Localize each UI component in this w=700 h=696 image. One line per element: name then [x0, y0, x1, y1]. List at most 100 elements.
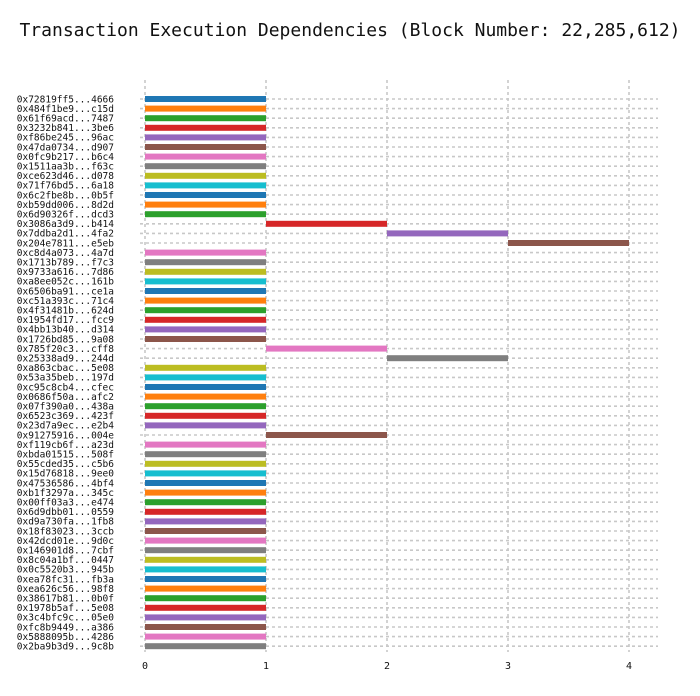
- y-tick-label: 0x18f83023...3ccb: [17, 526, 115, 537]
- y-tick-label: 0x1713b789...f7c3: [17, 258, 114, 269]
- transaction-bar: [145, 633, 266, 640]
- y-tick-label: 0x47536586...4bf4: [17, 478, 115, 489]
- y-tick-label: 0xce623d46...d078: [17, 171, 115, 182]
- transaction-bar: [145, 422, 266, 429]
- x-tick-label: 1: [263, 661, 269, 672]
- y-tick-label: 0x484f1be9...c15d: [17, 104, 114, 115]
- y-tick-label: 0xfc8b9449...a386: [17, 622, 115, 633]
- y-tick-label: 0xf119cb6f...a23d: [17, 440, 114, 451]
- y-tick-label: 0x204e7811...e5eb: [17, 238, 115, 249]
- transaction-bar: [145, 643, 266, 650]
- transaction-bar: [266, 432, 387, 438]
- transaction-bar: [145, 326, 266, 333]
- transaction-bar: [145, 403, 266, 410]
- transaction-bar: [145, 297, 266, 304]
- y-tick-label: 0x3086a3d9...b414: [17, 219, 115, 230]
- y-tick-label: 0x1511aa3b...f63c: [17, 162, 114, 173]
- transaction-bar: [145, 268, 266, 275]
- y-tick-label: 0x6506ba91...ce1a: [17, 286, 114, 297]
- transaction-bar: [145, 518, 266, 525]
- transaction-bar: [145, 451, 266, 458]
- transaction-bar: [145, 144, 266, 150]
- y-tick-label: 0x1726bd85...9a08: [17, 334, 115, 345]
- x-tick-label: 3: [505, 661, 511, 672]
- y-tick-label: 0x23d7a9ec...e2b4: [17, 421, 115, 432]
- transaction-bar: [145, 249, 266, 256]
- transaction-bar: [145, 307, 266, 314]
- x-tick-labels: 0 1 2 3 4: [142, 661, 632, 672]
- y-tick-label: 0x07f390a0...438a: [17, 402, 114, 413]
- x-tick-label: 0: [142, 661, 148, 672]
- y-tick-label: 0xc95c8cb4...cfec: [17, 382, 114, 393]
- transaction-bar: [145, 259, 266, 266]
- transaction-bar: [387, 230, 508, 237]
- y-tick-label: 0x0fc9b217...b6c4: [17, 152, 115, 163]
- y-tick-label: 0x3c4bfc9c...05e0: [17, 613, 115, 624]
- transaction-bar: [145, 576, 266, 582]
- transaction-bar: [145, 278, 266, 285]
- y-tick-label: 0x6523c369...423f: [17, 411, 114, 422]
- y-tick-label: 0x9733a616...7d86: [17, 267, 115, 278]
- x-tick-label: 4: [626, 661, 632, 672]
- transaction-bar: [145, 374, 266, 381]
- transaction-bar: [145, 556, 266, 563]
- transaction-bar: [145, 624, 266, 630]
- y-tick-label: 0xbda01515...508f: [17, 450, 114, 461]
- y-tick-label: 0x91275916...004e: [17, 430, 115, 441]
- transaction-bar: [145, 364, 266, 371]
- y-tick-label: 0xf86be245...96ac: [17, 133, 114, 144]
- y-tick-label: 0x6c2fbe8b...0b5f: [17, 190, 114, 201]
- transaction-bar: [145, 537, 266, 544]
- transaction-bar: [387, 355, 508, 362]
- transaction-bar: [145, 288, 266, 294]
- y-tick-label: 0x55cded35...c5b6: [17, 459, 115, 470]
- y-tick-label: 0x47da0734...d907: [17, 142, 114, 153]
- transaction-bar: [145, 96, 266, 102]
- transaction-bar: [145, 412, 266, 419]
- transaction-bar: [266, 345, 387, 352]
- transaction-bar: [145, 182, 266, 189]
- transaction-bar: [145, 566, 266, 573]
- y-tick-label: 0x72819ff5...4666: [17, 94, 115, 105]
- transaction-bar: [266, 220, 387, 227]
- transaction-bar: [145, 384, 266, 390]
- transaction-bar: [145, 508, 266, 515]
- y-tick-label: 0x38617b81...0b0f: [17, 594, 114, 605]
- y-tick-label: 0x5888095b...4286: [17, 632, 115, 643]
- y-tick-label: 0x6d9dbb01...0559: [17, 507, 115, 518]
- y-tick-label: 0x785f20c3...cff8: [17, 344, 115, 355]
- transaction-bar: [145, 393, 266, 400]
- transaction-bar: [145, 211, 266, 218]
- x-tick-label: 2: [384, 661, 390, 672]
- transaction-bar: [145, 547, 266, 554]
- transaction-bar: [145, 316, 266, 323]
- y-tick-label: 0x15d76818...9ee0: [17, 469, 115, 480]
- y-tick-label: 0x2ba9b3d9...9c8b: [17, 642, 115, 653]
- y-tick-label: 0x146901d8...7cbf: [17, 546, 114, 557]
- transaction-bar: [145, 528, 266, 534]
- transaction-bar: [145, 499, 266, 506]
- transaction-bar: [145, 480, 266, 486]
- y-tick-label: 0x1978b5af...5e08: [17, 603, 115, 614]
- transaction-bar: [145, 470, 266, 477]
- y-tick-label: 0x61f69acd...7487: [17, 114, 114, 125]
- y-tick-label: 0xa8ee052c...161b: [17, 277, 115, 288]
- transaction-bar: [145, 134, 266, 141]
- y-tick-label: 0xa863cbac...5e08: [17, 363, 115, 374]
- chart-title: Transaction Execution Dependencies (Bloc…: [19, 20, 681, 41]
- transaction-bar: [508, 240, 629, 246]
- y-tick-label: 0x6d90326f...dcd3: [17, 210, 114, 221]
- transaction-bar: [145, 163, 266, 170]
- y-tick-label: 0x0c5520b3...945b: [17, 565, 115, 576]
- transaction-bar: [145, 595, 266, 602]
- transaction-bar: [145, 153, 266, 160]
- transaction-bar: [145, 585, 266, 592]
- y-tick-label: 0x53a35beb...197d: [17, 373, 114, 384]
- y-tick-label: 0x3232b841...3be6: [17, 123, 115, 134]
- transaction-bar: [145, 201, 266, 208]
- y-tick-label: 0x25338ad9...244d: [17, 354, 114, 365]
- transaction-bar: [145, 336, 266, 342]
- y-tick-label: 0xc8d4a073...4a7d: [17, 248, 114, 259]
- y-tick-label: 0xd9a730fa...1fb8: [17, 517, 115, 528]
- y-tick-label: 0x1954fd17...fcc9: [17, 315, 115, 326]
